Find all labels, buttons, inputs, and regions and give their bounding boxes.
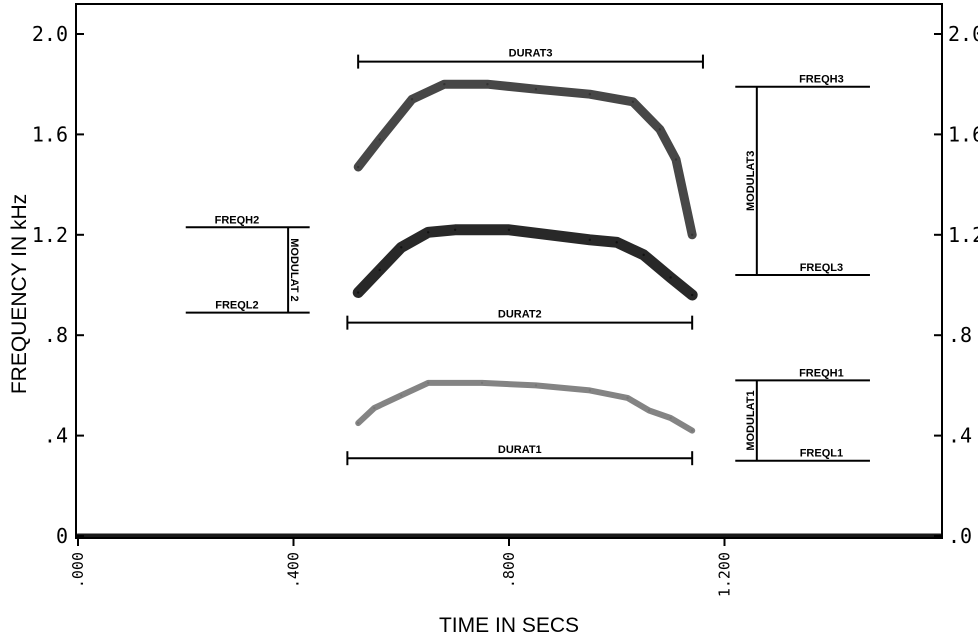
x-axis-title: TIME IN SECS — [439, 614, 579, 636]
series-1-point — [534, 88, 538, 91]
series-line-3 — [355, 379, 696, 434]
series-2-point — [690, 293, 694, 297]
x-tick-label: .000 — [69, 552, 87, 588]
series-3-point — [426, 381, 430, 385]
duration-label: DURAT3 — [509, 48, 553, 60]
series-1-point — [674, 158, 678, 161]
series-2-point — [669, 276, 672, 279]
series-3-point — [690, 429, 694, 432]
series-1-point — [356, 165, 360, 169]
y-axis-title: FREQUENCY IN kHz — [8, 194, 31, 394]
modulation-label: MODULAT3 — [745, 151, 757, 211]
y-tick-right-label: .4 — [948, 424, 972, 448]
series-3-point — [669, 416, 672, 420]
series-2-point — [615, 241, 618, 244]
y-tick-left-label: .4 — [44, 424, 68, 448]
y-tick-right-label: .8 — [948, 323, 972, 347]
series-2-point — [400, 246, 403, 249]
freq-high-label: FREQH1 — [799, 367, 844, 379]
y-tick-right-label: 2.0 — [948, 22, 978, 46]
series-1-point — [486, 83, 489, 86]
series-3-point — [480, 381, 484, 385]
duration-label: DURAT2 — [498, 309, 542, 321]
series-line-2 — [352, 224, 698, 301]
series-3-point — [356, 421, 360, 425]
series-2-point — [507, 228, 511, 231]
series-2-point — [426, 231, 430, 234]
series-3-point — [400, 394, 403, 397]
series-1-point — [631, 100, 635, 103]
marks-layer — [75, 79, 943, 539]
series-1-point — [378, 138, 381, 141]
ticks-layer: 0 .4 .8 1.2 1.6 2.0 .0 .4 .8 1.2 1.6 2.0 .000 .400 .80… — [32, 22, 978, 597]
series-1-point — [410, 98, 414, 101]
series-3-point — [588, 389, 592, 392]
series-3-point — [373, 406, 376, 410]
series-1-point — [588, 93, 592, 96]
modulation-label: MODULAT1 — [745, 390, 757, 450]
y-tick-right-label: 1.2 — [948, 223, 978, 247]
freq-high-label: FREQH2 — [215, 214, 260, 226]
series-2-point — [453, 228, 457, 231]
series-2-point — [642, 253, 645, 257]
y-tick-left-label: 2.0 — [32, 22, 68, 46]
x-tick-label: .800 — [500, 552, 518, 588]
series-1-point — [658, 128, 662, 131]
series-3-point — [647, 409, 651, 412]
y-tick-left-label: 0 — [56, 524, 68, 548]
duration-label: DURAT1 — [498, 444, 542, 456]
y-tick-right-label: .0 — [948, 524, 972, 548]
freq-high-label: FREQH3 — [799, 74, 844, 86]
y-tick-right-label: 1.6 — [948, 122, 978, 146]
freq-low-label: FREQL1 — [800, 448, 843, 460]
series-2-point — [356, 291, 360, 294]
series-3-point — [534, 384, 538, 387]
freq-low-label: FREQL2 — [215, 300, 258, 312]
series-2-point — [378, 268, 381, 272]
series-3-point — [626, 396, 629, 400]
series-2-point — [588, 238, 592, 242]
y-tick-left-label: 1.2 — [32, 223, 68, 247]
y-tick-left-label: 1.6 — [32, 122, 68, 146]
modulation-label: MODULAT 2 — [288, 238, 300, 301]
x-tick-label: .400 — [285, 552, 303, 588]
series-1-point — [443, 83, 446, 86]
series-line-1 — [353, 79, 697, 240]
freq-low-label: FREQL3 — [800, 262, 843, 274]
series-1-point — [690, 233, 694, 236]
x-tick-label: 1.200 — [716, 552, 734, 597]
y-tick-left-label: .8 — [44, 323, 68, 347]
annotations-layer: DURAT3 DURAT2 DURAT1 FREQH2 FREQL2 MODULAT 2 F… — [185, 48, 870, 466]
